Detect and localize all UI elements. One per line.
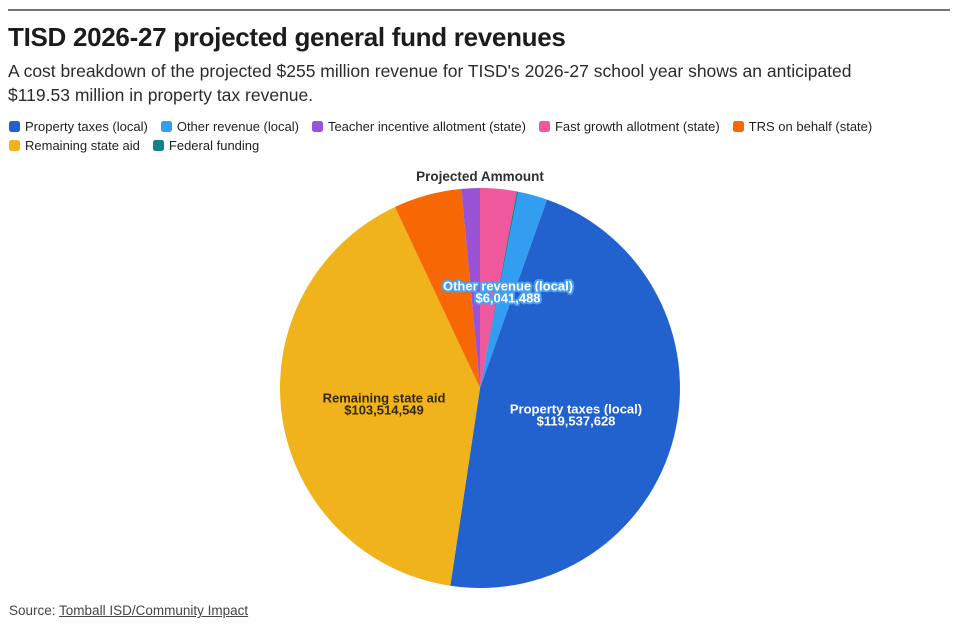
legend-color-swatch (9, 121, 20, 132)
pie-slice[interactable] (480, 191, 548, 388)
page-title: TISD 2026-27 projected general fund reve… (8, 22, 566, 52)
legend-item: Remaining state aid (9, 138, 140, 153)
page-subtitle: A cost breakdown of the projected $255 m… (8, 61, 852, 105)
pie-slice[interactable] (450, 199, 680, 588)
pie-chart (280, 188, 680, 588)
legend-item: TRS on behalf (state) (732, 119, 873, 134)
legend-item: Fast growth allotment (state) (538, 119, 720, 134)
chart-legend: Property taxes (local) Other revenue (loc… (9, 119, 939, 153)
pie-slice[interactable] (394, 188, 480, 388)
pie-slice[interactable] (480, 188, 517, 388)
legend-color-swatch (9, 140, 20, 151)
legend-item-label: Teacher incentive allotment (state) (327, 119, 526, 134)
source-prefix: Source: (9, 603, 60, 618)
pie-slice[interactable] (480, 191, 519, 388)
legend-item-label: Property taxes (local) (25, 119, 148, 134)
legend-item-label: Other revenue (local) (176, 119, 299, 134)
legend-item: Property taxes (local) (9, 119, 148, 134)
legend-item-label: Federal funding (168, 138, 260, 153)
source-link[interactable]: Tomball ISD/Community Impact (59, 603, 249, 618)
chart-title: Projected Ammount (416, 169, 544, 184)
legend-item-label: TRS on behalf (state) (748, 119, 873, 134)
legend-color-swatch (160, 121, 172, 132)
pie-slice[interactable] (461, 188, 480, 388)
legend-item-label: Fast growth allotment (state) (554, 119, 720, 134)
top-divider (8, 9, 950, 11)
legend-item: Federal funding (152, 138, 260, 153)
source-line: Source: Tomball ISD/Community Impact (9, 603, 248, 618)
legend-color-swatch (732, 121, 744, 132)
legend-color-swatch (538, 121, 550, 132)
legend-item: Other revenue (local) (160, 119, 299, 134)
pie-slice[interactable] (280, 206, 480, 586)
legend-color-swatch (311, 121, 323, 132)
legend-item-label: Remaining state aid (25, 138, 140, 153)
legend-item: Teacher incentive allotment (state) (311, 119, 526, 134)
legend-color-swatch (152, 140, 164, 151)
